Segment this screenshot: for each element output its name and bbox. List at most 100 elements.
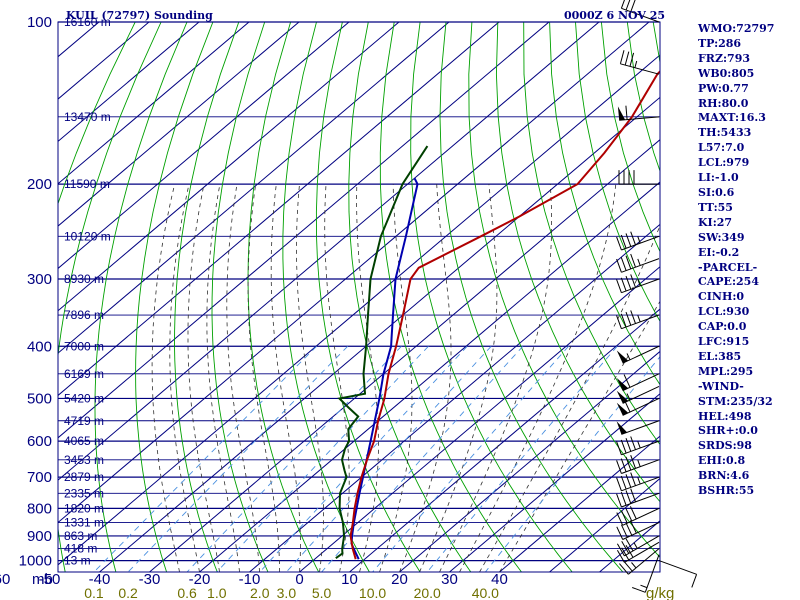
wind-barb-flag <box>625 311 632 326</box>
wind-barb-flag <box>616 526 624 540</box>
index-item: L57:7.0 <box>698 141 745 155</box>
wind-barb-flag <box>623 374 631 388</box>
wind-barb-flag <box>625 438 632 452</box>
dry-adiabat-line <box>282 22 370 572</box>
dry-adiabat-line <box>58 22 162 572</box>
isotherm-line <box>58 22 200 143</box>
index-item: LCL:930 <box>698 305 750 319</box>
wind-barb <box>616 345 660 364</box>
wind-barb-staff <box>622 386 660 404</box>
wind-barb-flag <box>630 472 636 486</box>
wind-barb-flag <box>620 439 627 454</box>
isotherm-line <box>58 22 550 439</box>
sounding-profiles <box>335 70 660 560</box>
index-item: KI:27 <box>698 215 733 229</box>
index-item: CAP:0.0 <box>698 320 747 334</box>
moist-adiabat-line <box>439 184 552 572</box>
wind-barb-flag <box>621 547 630 561</box>
wind-barb-flag <box>620 475 627 490</box>
wind-barb-half-flag <box>631 562 637 569</box>
moist-adiabat-line <box>356 184 379 572</box>
wind-barb-flag <box>629 520 637 534</box>
mixing-ratio-line <box>259 345 468 572</box>
temperature-tick-label: -50 <box>39 571 61 588</box>
index-item: BRN:4.6 <box>698 469 750 483</box>
height-labels: 16160 m 13470 m 11590 m 10120 m 8930 m 7896 m… <box>64 15 111 568</box>
wind-barb-staff <box>621 440 660 456</box>
wind-barb-half-flag <box>626 393 631 401</box>
wind-barb <box>658 560 698 588</box>
height-label: 418 m <box>64 542 97 556</box>
wind-barb-half-flag <box>634 60 638 68</box>
mixing-ratio-label: 10.0 <box>359 585 386 600</box>
dry-adiabat-line <box>549 22 660 386</box>
pressure-tick-label: 1000 <box>19 553 52 570</box>
wind-barb-half-flag <box>637 258 641 266</box>
wind-barb-flag <box>616 258 622 273</box>
wind-barb-flag <box>625 490 632 504</box>
height-label: 2335 m <box>64 486 104 500</box>
wind-barb <box>616 535 660 557</box>
isotherm-line <box>58 22 650 524</box>
wind-barb-flag <box>619 563 629 575</box>
valid-time: 0000Z 6 NOV 25 <box>564 9 666 22</box>
wind-barb-half-flag <box>637 279 641 286</box>
wind-barb-flag <box>616 477 622 491</box>
height-label: 5420 m <box>64 391 104 405</box>
pressure-axis-labels: 100 200 300 400 500 600 700 800 900 1000 <box>19 14 52 570</box>
wind-barb-flag <box>619 50 625 64</box>
wind-barb-flag <box>625 544 634 558</box>
temperature-tick-label: -30 <box>139 571 161 588</box>
dry-adiabat-line <box>94 22 188 572</box>
moist-adiabat-line <box>399 184 452 572</box>
wind-barb-staff <box>622 345 660 364</box>
wind-barb-half-flag <box>633 542 638 549</box>
wind-barb-staff <box>620 63 660 75</box>
wind-barb-flag <box>620 510 628 524</box>
index-item: EHI:0.8 <box>698 454 746 468</box>
mixing-ratio-line <box>372 346 569 572</box>
wind-barb-flag <box>630 436 636 450</box>
mixing-ratio-line <box>426 346 618 572</box>
wind-barb-staff <box>622 373 660 392</box>
dry-adiabat-line <box>211 22 269 572</box>
pressure-tick-label: 200 <box>27 176 52 193</box>
temperature-tick-label: -20 <box>189 571 211 588</box>
index-item: EL:385 <box>698 349 742 363</box>
wind-barb-flag <box>629 506 637 520</box>
mixing-ratio-line <box>186 345 402 572</box>
temperature-tick-label: 30 <box>441 571 458 588</box>
moist-adiabat-line <box>459 184 617 572</box>
dewpoint-profile-line <box>335 145 429 560</box>
wind-barb <box>616 420 660 435</box>
index-item: SI:0.6 <box>698 185 735 199</box>
dry-adiabat-line <box>600 22 660 253</box>
pressure-tick-label: 700 <box>27 469 52 486</box>
wind-barb-staff <box>644 554 660 593</box>
mixing-ratio-label: 20.0 <box>414 585 441 600</box>
moist-adiabat-line <box>226 184 260 572</box>
wind-barb-flag <box>621 541 630 554</box>
wind-barb-flag <box>616 236 622 251</box>
wind-barb-staff <box>621 492 660 508</box>
height-label: 7000 m <box>64 339 104 353</box>
wind-barb-staff <box>658 560 697 575</box>
moist-adiabat-line <box>499 300 660 572</box>
wind-barb-flag <box>629 52 635 67</box>
height-label: 7896 m <box>64 308 104 322</box>
wind-barb-flag <box>620 458 627 472</box>
dry-adiabat-line <box>247 22 320 572</box>
height-label: 863 m <box>64 529 97 543</box>
wind-barb <box>616 386 660 404</box>
moist-adiabat-line <box>296 184 324 572</box>
wind-barb <box>618 170 660 185</box>
mixing-ratio-line <box>286 345 492 572</box>
pressure-tick-label: 800 <box>27 500 52 517</box>
index-item: -PARCEL- <box>698 260 758 274</box>
wind-barb-pennant <box>616 378 629 391</box>
wind-barb-flag <box>616 493 622 508</box>
wind-barb-flag <box>630 253 636 268</box>
temperature-tick-label: 10 <box>341 571 358 588</box>
wind-barb-flag <box>625 538 634 552</box>
index-item: SW:349 <box>698 230 745 244</box>
